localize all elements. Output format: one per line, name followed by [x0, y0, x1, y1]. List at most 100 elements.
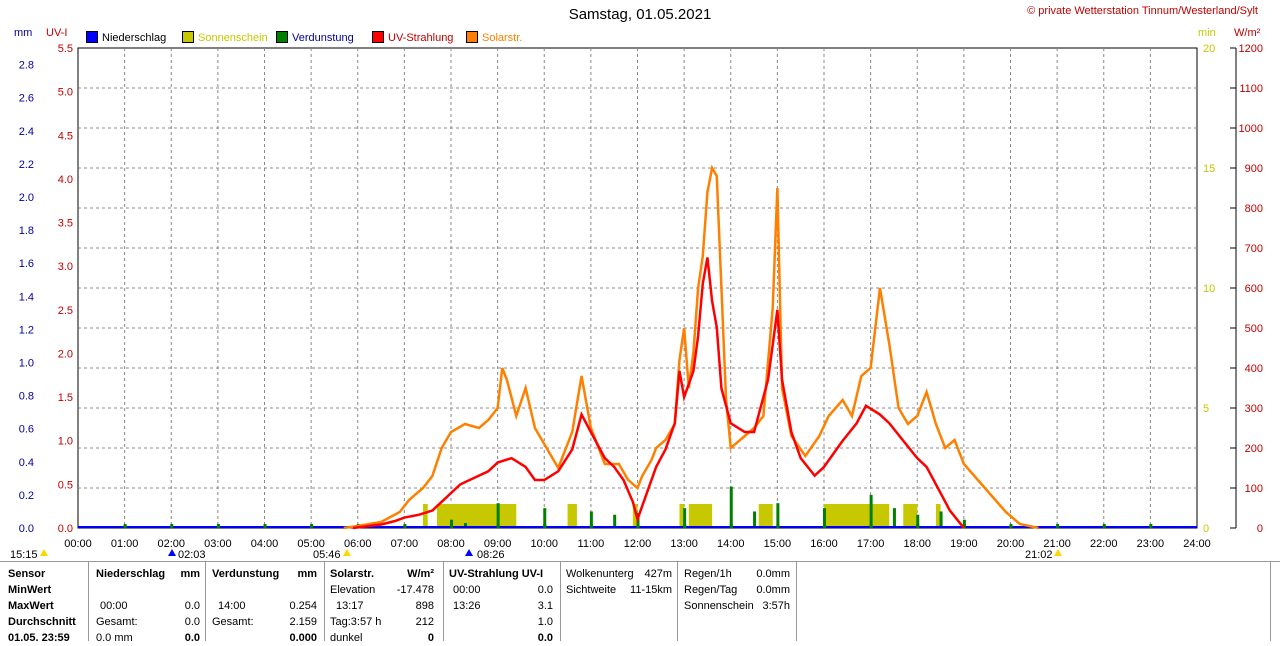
sunshine-bar: [837, 504, 890, 528]
tick-label-mm: 1.2: [19, 324, 34, 336]
tick-label-x: 01:00: [111, 538, 139, 550]
time-marker-label: 05:46: [313, 549, 341, 561]
stats-solar-col: Solarstr. W/m² Elevation -17.478 13:17 898 …: [330, 568, 434, 644]
evaporation-bar: [450, 519, 453, 528]
evaporation-bar: [753, 511, 757, 528]
evaporation-bar: [463, 523, 467, 528]
evaporation-bar: [916, 514, 920, 528]
copyright-note: © private Wetterstation Tinnum/Westerlan…: [1027, 5, 1258, 17]
stats-regen-col: Regen/1h 0.0mm Regen/Tag 0.0mm Sonnenschei…: [684, 568, 790, 612]
evaporation-bar: [939, 511, 943, 528]
hour-marker: [776, 524, 780, 528]
tick-label-mm: 2.8: [19, 60, 34, 72]
tick-label-uvi: 1.0: [58, 436, 73, 448]
evaporation-bar: [683, 508, 687, 528]
hour-marker: [962, 524, 966, 528]
legend-verdunstung: Verdunstung: [276, 31, 354, 44]
tick-label-wm2: 200: [1245, 443, 1263, 455]
tick-label-wm2: 500: [1245, 323, 1263, 335]
solar-line: [343, 164, 1039, 530]
hour-marker: [263, 524, 267, 528]
time-marker-label: 02:03: [178, 549, 206, 561]
time-marker-label: 21:02: [1025, 549, 1053, 561]
hour-marker: [496, 524, 500, 528]
stats-niederschlag-col: Niederschlag mm 00:00 0.0 Gesamt: 0.0 0.0 m…: [96, 568, 200, 644]
tick-label-x: 23:00: [1137, 538, 1165, 550]
tick-label-x: 13:00: [670, 538, 698, 550]
tick-label-uvi: 0.0: [58, 523, 73, 535]
hour-marker: [1056, 524, 1060, 528]
tick-label-x: 07:00: [391, 538, 419, 550]
time-marker-triangle: [465, 549, 473, 556]
hour-marker: [170, 524, 174, 528]
unit-wm2: W/m²: [1234, 27, 1261, 39]
hour-marker: [729, 524, 733, 528]
tick-label-mm: 0.8: [19, 391, 34, 403]
tick-label-uvi: 3.5: [58, 218, 73, 230]
sunshine-bar: [679, 504, 685, 528]
evaporation-bar: [962, 519, 966, 528]
hour-marker: [683, 524, 687, 528]
tick-label-x: 06:00: [344, 538, 372, 550]
sunshine-bar: [423, 504, 428, 528]
sunshine-bar: [903, 504, 918, 528]
sunshine-bar: [824, 504, 838, 528]
tick-label-x: 17:00: [857, 538, 885, 550]
time-marker-triangle: [343, 549, 351, 556]
hour-marker: [450, 524, 453, 528]
tick-label-uvi: 3.0: [58, 261, 73, 273]
hour-marker: [916, 524, 920, 528]
tick-label-mm: 0.2: [19, 490, 34, 502]
tick-label-mm: 1.0: [19, 357, 34, 369]
tick-label-x: 22:00: [1090, 538, 1118, 550]
tick-label-mm: 0.6: [19, 424, 34, 436]
unit-min: min: [1198, 27, 1216, 39]
tick-label-x: 10:00: [530, 538, 558, 550]
tick-label-mm: 0.0: [19, 523, 34, 535]
sunshine-bar: [758, 504, 773, 528]
tick-label-mm: 2.0: [19, 192, 34, 204]
sunshine-bar: [437, 504, 517, 528]
uv-line: [352, 257, 965, 530]
legend-solar: Solarstr.: [466, 31, 522, 44]
hour-marker: [310, 524, 314, 528]
tick-label-x: 02:00: [157, 538, 185, 550]
tick-label-x: 11:00: [578, 538, 605, 550]
tick-label-wm2: 1000: [1239, 123, 1263, 135]
tick-label-min: 5: [1203, 403, 1209, 415]
hour-marker: [869, 524, 873, 528]
time-marker-triangle: [1054, 549, 1062, 556]
tick-label-wm2: 800: [1245, 203, 1263, 215]
tick-label-uvi: 2.0: [58, 348, 73, 360]
tick-label-x: 08:00: [437, 538, 465, 550]
tick-label-uvi: 5.5: [58, 43, 73, 55]
hour-marker: [403, 524, 407, 528]
hour-marker: [1009, 524, 1013, 528]
sunshine-bar: [688, 504, 713, 528]
legend-sonnenschein: Sonnenschein: [182, 31, 268, 44]
stats-wolken-col: Wolkenunterg 427m Sichtweite 11-15km: [566, 568, 672, 596]
tick-label-uvi: 4.5: [58, 130, 73, 142]
tick-label-uvi: 1.5: [58, 392, 73, 404]
unit-mm: mm: [14, 27, 33, 39]
tick-label-uvi: 0.5: [58, 479, 73, 491]
time-marker-triangle: [40, 549, 48, 556]
stats-sensor-col: Sensor MinWert MaxWert Durchschnitt 01.0…: [8, 568, 76, 644]
weather-chart: 0100200300400500600700800900100011001200…: [10, 43, 1263, 561]
tick-label-wm2: 1200: [1239, 43, 1263, 55]
legend-niederschlag: Niederschlag: [86, 31, 166, 44]
hour-marker: [823, 524, 826, 528]
tick-label-x: 20:00: [997, 538, 1025, 550]
evaporation-bar: [823, 508, 826, 528]
evaporation-bar: [613, 514, 617, 528]
hour-marker: [543, 524, 547, 528]
sunshine-bar: [632, 504, 638, 528]
tick-label-min: 15: [1203, 163, 1215, 175]
tick-label-mm: 2.4: [19, 126, 34, 138]
tick-label-wm2: 700: [1245, 243, 1263, 255]
sunshine-bar: [567, 504, 577, 528]
tick-label-x: 09:00: [484, 538, 512, 550]
tick-label-x: 05:00: [297, 538, 325, 550]
tick-label-wm2: 900: [1245, 163, 1263, 175]
hour-marker: [1149, 524, 1153, 528]
